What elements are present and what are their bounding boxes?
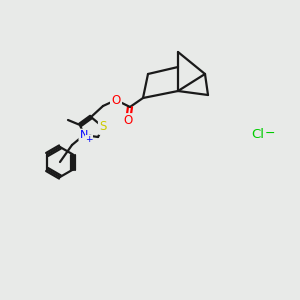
Text: O: O [111,94,121,106]
Text: N: N [80,130,88,140]
Text: O: O [123,115,133,128]
Text: S: S [99,121,107,134]
Text: −: − [265,127,275,140]
Text: Cl: Cl [251,128,265,142]
Text: +: + [85,134,93,143]
